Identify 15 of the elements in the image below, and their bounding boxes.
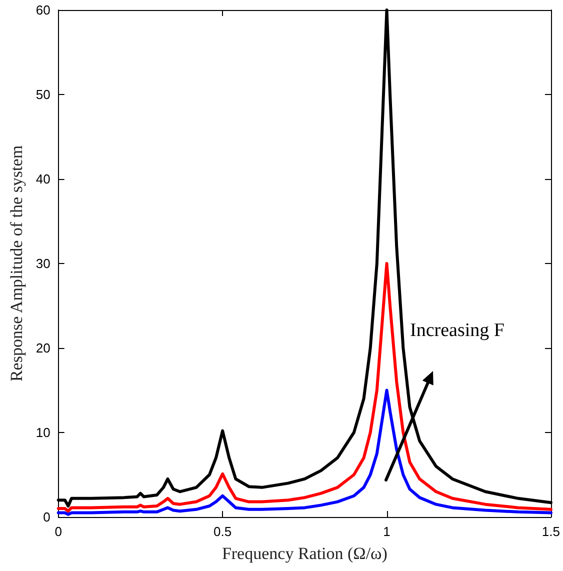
annotation: Increasing F <box>410 320 504 341</box>
y-tick-label: 50 <box>36 87 50 102</box>
x-tick-label: 1.5 <box>542 524 560 539</box>
x-tick-label: 0.5 <box>214 524 232 539</box>
x-tick-label: 1 <box>383 524 390 539</box>
y-tick-label: 20 <box>36 340 50 356</box>
y-tick-label: 30 <box>36 256 50 271</box>
y-tick-label: 10 <box>36 425 50 440</box>
line-series <box>56 262 552 513</box>
x-tick-label: 0 <box>54 524 62 539</box>
y-tick-label: 0 <box>43 510 50 524</box>
x-axis-title: Frequency Ration (Ω/ω) <box>222 544 388 563</box>
y-tick-label: 60 <box>36 2 50 18</box>
y-tick-label: 40 <box>36 172 50 186</box>
y-axis-title: Response Amplitude of the system <box>7 145 26 382</box>
